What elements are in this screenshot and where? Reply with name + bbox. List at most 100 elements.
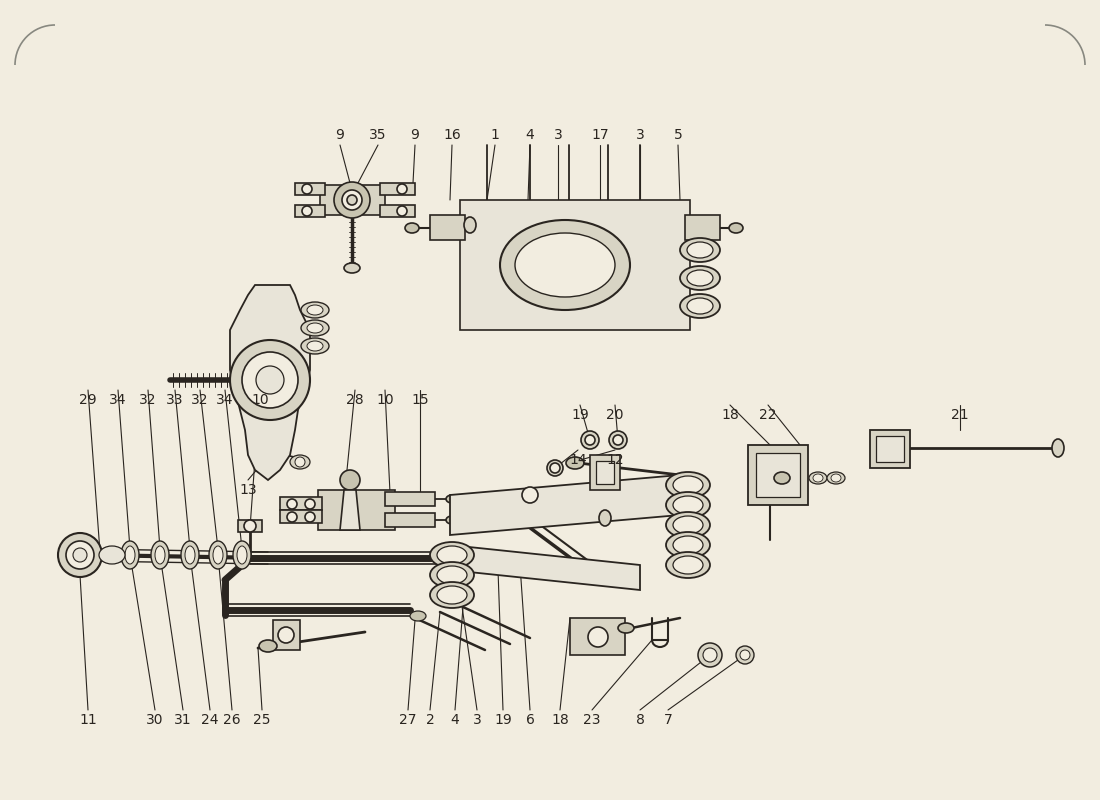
Ellipse shape (410, 611, 426, 621)
Ellipse shape (673, 476, 703, 494)
Circle shape (346, 195, 358, 205)
Text: 3: 3 (473, 713, 482, 727)
Polygon shape (340, 490, 360, 530)
Circle shape (66, 541, 94, 569)
Ellipse shape (680, 294, 720, 318)
Circle shape (613, 435, 623, 445)
Circle shape (550, 463, 560, 473)
Text: 10: 10 (376, 393, 394, 407)
Ellipse shape (666, 552, 710, 578)
Text: 30: 30 (146, 713, 164, 727)
Ellipse shape (673, 556, 703, 574)
Ellipse shape (600, 510, 610, 526)
Text: 31: 31 (174, 713, 191, 727)
Ellipse shape (515, 233, 615, 297)
Ellipse shape (446, 516, 458, 524)
Circle shape (230, 340, 310, 420)
Polygon shape (280, 510, 322, 523)
Ellipse shape (566, 457, 584, 469)
Text: 35: 35 (370, 128, 387, 142)
Polygon shape (756, 453, 800, 497)
Ellipse shape (185, 546, 195, 564)
Text: 8: 8 (636, 713, 645, 727)
Text: 2: 2 (426, 713, 434, 727)
Circle shape (334, 182, 370, 218)
Ellipse shape (774, 472, 790, 484)
Circle shape (703, 648, 717, 662)
Circle shape (397, 184, 407, 194)
Text: 22: 22 (759, 408, 777, 422)
Ellipse shape (121, 541, 139, 569)
Circle shape (740, 650, 750, 660)
Circle shape (305, 499, 315, 509)
Polygon shape (430, 215, 465, 240)
Ellipse shape (673, 516, 703, 534)
Text: 27: 27 (399, 713, 417, 727)
Ellipse shape (446, 495, 458, 503)
Circle shape (588, 627, 608, 647)
Ellipse shape (430, 582, 474, 608)
Text: 23: 23 (583, 713, 601, 727)
Polygon shape (273, 620, 300, 650)
Polygon shape (876, 436, 904, 462)
Ellipse shape (344, 263, 360, 273)
Text: 34: 34 (217, 393, 233, 407)
Ellipse shape (666, 532, 710, 558)
Circle shape (547, 460, 563, 476)
Circle shape (244, 520, 256, 532)
Text: 11: 11 (79, 713, 97, 727)
Text: 7: 7 (663, 713, 672, 727)
Ellipse shape (301, 302, 329, 318)
Text: 16: 16 (443, 128, 461, 142)
Polygon shape (238, 520, 262, 532)
Ellipse shape (430, 542, 474, 568)
Circle shape (287, 499, 297, 509)
Ellipse shape (209, 541, 227, 569)
Text: 17: 17 (591, 128, 608, 142)
Circle shape (340, 470, 360, 490)
Circle shape (73, 548, 87, 562)
Ellipse shape (666, 512, 710, 538)
Text: 13: 13 (239, 483, 256, 497)
Text: 15: 15 (411, 393, 429, 407)
Polygon shape (318, 490, 395, 530)
Text: 19: 19 (494, 713, 512, 727)
Text: 18: 18 (551, 713, 569, 727)
Ellipse shape (688, 298, 713, 314)
Polygon shape (570, 618, 625, 655)
Ellipse shape (874, 441, 893, 455)
Text: 32: 32 (140, 393, 156, 407)
Ellipse shape (827, 472, 845, 484)
Ellipse shape (307, 341, 323, 351)
Polygon shape (379, 183, 415, 195)
Text: 9: 9 (336, 128, 344, 142)
Ellipse shape (258, 640, 277, 652)
Text: 25: 25 (253, 713, 271, 727)
Text: 33: 33 (166, 393, 184, 407)
Circle shape (342, 190, 362, 210)
Polygon shape (385, 492, 435, 506)
Circle shape (278, 627, 294, 643)
Ellipse shape (182, 541, 199, 569)
Text: 3: 3 (553, 128, 562, 142)
Ellipse shape (301, 338, 329, 354)
Ellipse shape (99, 546, 125, 564)
Circle shape (522, 487, 538, 503)
Polygon shape (385, 513, 435, 527)
Ellipse shape (151, 541, 169, 569)
Ellipse shape (500, 220, 630, 310)
Text: 29: 29 (79, 393, 97, 407)
Ellipse shape (301, 320, 329, 336)
Polygon shape (230, 285, 310, 480)
Polygon shape (870, 430, 910, 468)
Ellipse shape (236, 546, 248, 564)
Circle shape (58, 533, 102, 577)
Polygon shape (280, 497, 322, 510)
Polygon shape (460, 200, 690, 330)
Text: 5: 5 (673, 128, 682, 142)
Circle shape (397, 206, 407, 216)
Circle shape (287, 512, 297, 522)
Circle shape (256, 366, 284, 394)
Ellipse shape (437, 566, 468, 584)
Ellipse shape (666, 492, 710, 518)
